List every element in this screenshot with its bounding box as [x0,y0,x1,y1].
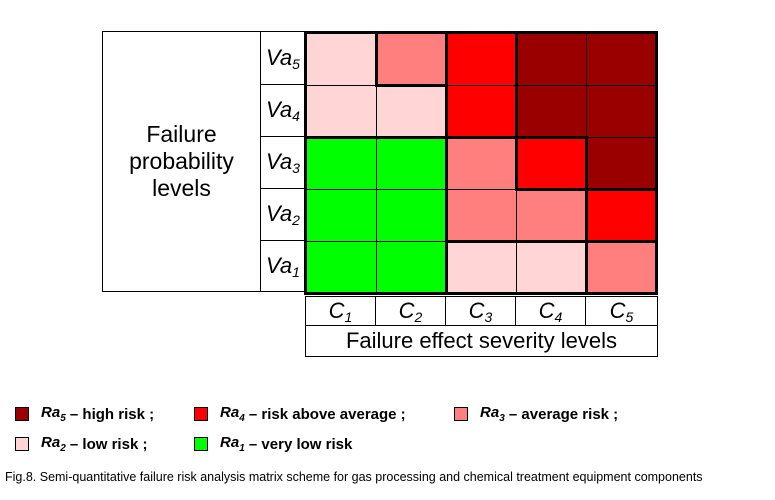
y-axis-label-box: Failure probability levels [102,31,261,292]
matrix-cell-va5-c4 [516,33,587,86]
matrix-cell-va2-c4 [516,189,587,242]
region-border-v [445,240,448,294]
matrix-frame-top [304,31,658,34]
matrix-frame-left [304,31,307,294]
matrix-cell-va4-c2 [376,85,447,138]
matrix-cell-va1-c3 [446,241,517,294]
region-border-v [585,136,588,190]
legend-item-ra1: Ra1 – very low risk [194,434,352,454]
region-border-v [515,84,518,138]
probability-level-2: Va 2 [261,188,305,241]
matrix-cell-va1-c1 [306,241,377,294]
matrix-cell-va3-c3 [446,137,517,190]
probability-levels-column: Va 5 Va 4 Va 3 Va 2 Va 1 [260,31,305,292]
region-border-h [515,188,587,191]
region-border-h [585,240,657,243]
region-border-v [445,136,448,190]
legend-swatch-ra3 [454,407,468,421]
matrix-cell-va2-c5 [586,189,657,242]
matrix-cell-va2-c2 [376,189,447,242]
region-border-h [515,240,587,243]
y-axis-label: Failure probability levels [129,121,234,201]
probability-level-1: Va 1 [266,253,300,280]
figure-caption: Fig.8. Semi-quantitative failure risk an… [5,470,703,484]
matrix-cell-va2-c1 [306,189,377,242]
matrix-cell-va4-c1 [306,85,377,138]
matrix-cell-va5-c2 [376,33,447,86]
legend-swatch-ra5 [15,407,29,421]
region-border-v [445,32,448,86]
region-border-v [515,32,518,86]
matrix-cell-va3-c5 [586,137,657,190]
region-border-v [585,188,588,242]
matrix-cell-va4-c4 [516,85,587,138]
x-axis-label-text: Failure effect severity levels [345,328,618,353]
legend-swatch-ra2 [15,437,29,451]
matrix-frame-right [655,31,658,294]
matrix-cell-va5-c1 [306,33,377,86]
matrix-cell-va1-c2 [376,241,447,294]
matrix-cell-va4-c3 [446,85,517,138]
legend-item-ra5: Ra5 – high risk ; [15,404,154,424]
x-axis-label: Failure effect severity levels [305,325,658,357]
region-border-v [375,32,378,86]
probability-level-3: Va 3 [261,136,305,189]
region-border-v [445,188,448,242]
matrix-cell-va1-c4 [516,241,587,294]
region-border-v [515,136,518,190]
region-border-h [375,136,447,139]
matrix-frame-bottom [304,292,658,295]
legend-swatch-ra1 [194,437,208,451]
matrix-cell-va4-c5 [586,85,657,138]
legend-swatch-ra4 [194,407,208,421]
region-border-h [375,84,447,87]
region-border-h [585,188,657,191]
probability-level-5: Va 5 [261,32,305,85]
region-border-h [305,136,377,139]
matrix-cell-va5-c5 [586,33,657,86]
matrix-cell-va3-c2 [376,137,447,190]
legend-item-ra4: Ra4 – risk above average ; [194,404,406,424]
legend-item-ra2: Ra2 – low risk ; [15,434,147,454]
probability-level-4: Va 4 [261,84,305,137]
region-border-v [585,240,588,294]
region-border-h [445,240,517,243]
matrix-cell-va2-c3 [446,189,517,242]
risk-matrix [304,31,658,296]
matrix-cell-va3-c1 [306,137,377,190]
matrix-cell-va1-c5 [586,241,657,294]
region-border-h [445,136,517,139]
legend-item-ra3: Ra3 – average risk ; [454,404,618,424]
region-border-v [445,84,448,138]
region-border-h [515,136,587,139]
matrix-cell-va3-c4 [516,137,587,190]
matrix-cell-va5-c3 [446,33,517,86]
